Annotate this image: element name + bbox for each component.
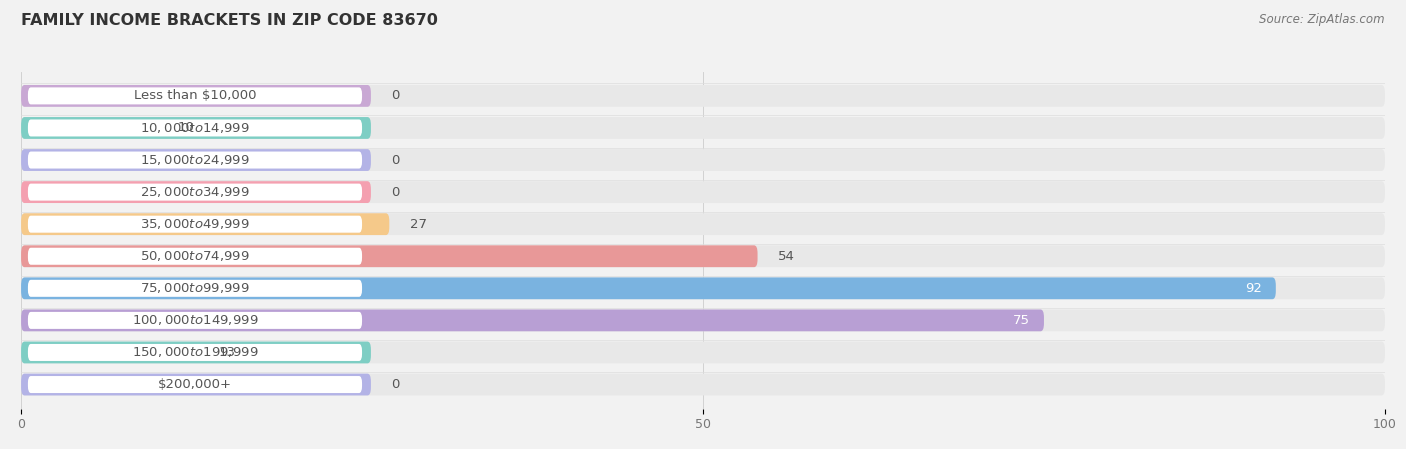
FancyBboxPatch shape — [21, 117, 371, 139]
Text: $50,000 to $74,999: $50,000 to $74,999 — [141, 249, 250, 263]
FancyBboxPatch shape — [28, 344, 363, 361]
FancyBboxPatch shape — [28, 280, 363, 297]
FancyBboxPatch shape — [28, 88, 363, 105]
Text: 92: 92 — [1246, 282, 1263, 295]
Text: FAMILY INCOME BRACKETS IN ZIP CODE 83670: FAMILY INCOME BRACKETS IN ZIP CODE 83670 — [21, 13, 437, 28]
FancyBboxPatch shape — [21, 245, 758, 267]
FancyBboxPatch shape — [28, 184, 363, 201]
FancyBboxPatch shape — [28, 151, 363, 168]
FancyBboxPatch shape — [21, 309, 1385, 331]
FancyBboxPatch shape — [28, 216, 363, 233]
FancyBboxPatch shape — [21, 149, 371, 171]
Text: $200,000+: $200,000+ — [157, 378, 232, 391]
FancyBboxPatch shape — [21, 149, 1385, 171]
FancyBboxPatch shape — [21, 213, 1385, 235]
FancyBboxPatch shape — [21, 277, 1275, 299]
FancyBboxPatch shape — [21, 374, 1385, 396]
Text: $35,000 to $49,999: $35,000 to $49,999 — [141, 217, 250, 231]
FancyBboxPatch shape — [21, 245, 1385, 267]
Text: $100,000 to $149,999: $100,000 to $149,999 — [132, 313, 259, 327]
FancyBboxPatch shape — [21, 213, 389, 235]
Text: $25,000 to $34,999: $25,000 to $34,999 — [141, 185, 250, 199]
FancyBboxPatch shape — [21, 342, 1385, 363]
FancyBboxPatch shape — [21, 181, 1385, 203]
Text: Less than $10,000: Less than $10,000 — [134, 89, 256, 102]
Text: $10,000 to $14,999: $10,000 to $14,999 — [141, 121, 250, 135]
FancyBboxPatch shape — [21, 277, 1385, 299]
Text: 0: 0 — [391, 185, 399, 198]
FancyBboxPatch shape — [21, 181, 371, 203]
Text: 10: 10 — [179, 122, 195, 134]
Text: Source: ZipAtlas.com: Source: ZipAtlas.com — [1260, 13, 1385, 26]
FancyBboxPatch shape — [28, 376, 363, 393]
FancyBboxPatch shape — [21, 85, 1385, 107]
FancyBboxPatch shape — [21, 117, 1385, 139]
Text: 13: 13 — [219, 346, 236, 359]
Text: 54: 54 — [778, 250, 794, 263]
Text: $75,000 to $99,999: $75,000 to $99,999 — [141, 282, 250, 295]
Text: 0: 0 — [391, 89, 399, 102]
Text: 27: 27 — [409, 218, 427, 231]
FancyBboxPatch shape — [21, 309, 1045, 331]
Text: $150,000 to $199,999: $150,000 to $199,999 — [132, 345, 259, 360]
FancyBboxPatch shape — [28, 119, 363, 136]
FancyBboxPatch shape — [28, 312, 363, 329]
FancyBboxPatch shape — [21, 85, 371, 107]
Text: 75: 75 — [1014, 314, 1031, 327]
FancyBboxPatch shape — [21, 342, 371, 363]
Text: 0: 0 — [391, 154, 399, 167]
FancyBboxPatch shape — [28, 248, 363, 265]
Text: 0: 0 — [391, 378, 399, 391]
Text: $15,000 to $24,999: $15,000 to $24,999 — [141, 153, 250, 167]
FancyBboxPatch shape — [21, 374, 371, 396]
